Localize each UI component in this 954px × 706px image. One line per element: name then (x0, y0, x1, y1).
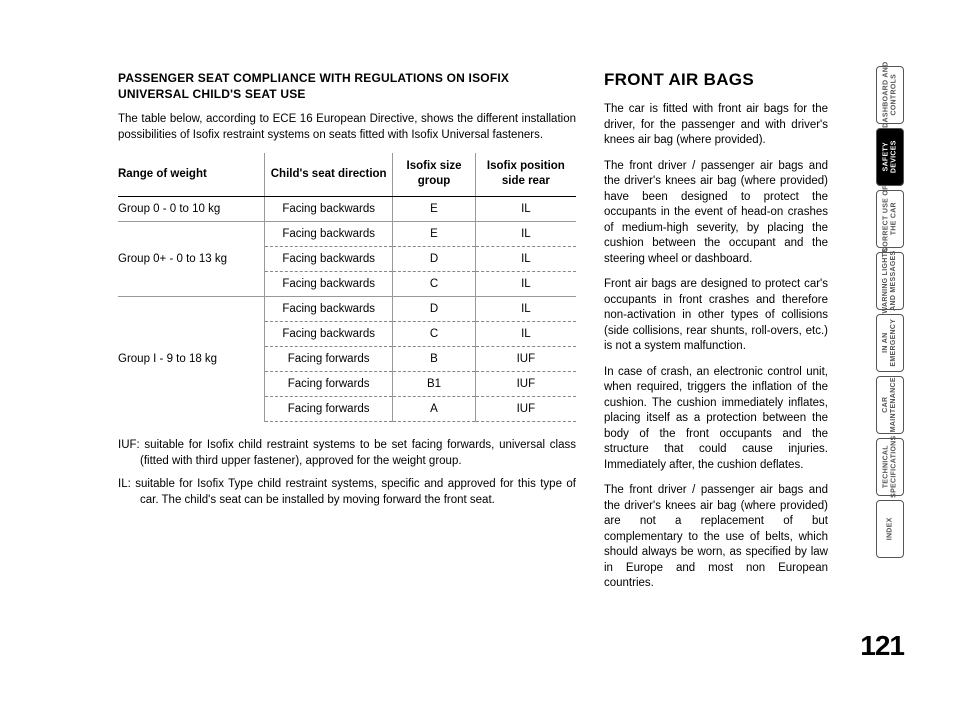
cell-direction: Facing forwards (265, 372, 393, 397)
table-header: Range of weight Child's seat direction I… (118, 153, 576, 196)
side-tab[interactable]: WARNING LIGHTSAND MESSAGES (876, 252, 904, 310)
paragraph: Front air bags are designed to protect c… (604, 277, 828, 355)
right-column: FRONT AIR BAGS The car is fitted with fr… (604, 70, 828, 660)
cell-direction: Facing forwards (265, 397, 393, 422)
cell-position: IL (475, 322, 576, 347)
cell-direction: Facing forwards (265, 347, 393, 372)
group-label: Group 0+ - 0 to 13 kg (118, 222, 265, 297)
cell-size: A (393, 397, 475, 422)
page-content: PASSENGER SEAT COMPLIANCE WITH REGULATIO… (118, 70, 828, 660)
side-tab[interactable]: INDEX (876, 500, 904, 558)
paragraph: The car is fitted with front air bags fo… (604, 102, 828, 149)
note-iuf: IUF: suitable for Isofix child restraint… (118, 438, 576, 469)
cell-size: D (393, 247, 475, 272)
paragraph: In case of crash, an electronic control … (604, 365, 828, 474)
page-number: 121 (860, 630, 904, 662)
cell-size: E (393, 222, 475, 247)
tab-label: INDEX (886, 518, 894, 541)
side-tab[interactable]: CARMAINTENANCE (876, 376, 904, 434)
cell-position: IL (475, 272, 576, 297)
paragraphs: The car is fitted with front air bags fo… (604, 102, 828, 592)
tab-label: TECHNICALSPECIFICATIONS (882, 436, 897, 498)
cell-direction: Facing backwards (265, 222, 393, 247)
tab-label: CORRECT USE OFTHE CAR (882, 186, 897, 253)
side-tabs: DASHBOARD ANDCONTROLS SAFETYDEVICES CORREC… (876, 66, 904, 562)
cell-size: D (393, 297, 475, 322)
cell-position: IUF (475, 397, 576, 422)
cell-size: C (393, 322, 475, 347)
table-row: Group 0+ - 0 to 13 kgFacing backwardsEIL (118, 222, 576, 247)
cell-position: IL (475, 247, 576, 272)
col-position: Isofix position side rear (475, 153, 576, 196)
tab-label: IN ANEMERGENCY (882, 319, 897, 367)
cell-direction: Facing backwards (265, 272, 393, 297)
cell-size: B (393, 347, 475, 372)
side-tab[interactable]: SAFETYDEVICES (876, 128, 904, 186)
section-subtitle: PASSENGER SEAT COMPLIANCE WITH REGULATIO… (118, 70, 576, 102)
side-tab[interactable]: CORRECT USE OFTHE CAR (876, 190, 904, 248)
cell-position: IL (475, 197, 576, 222)
cell-position: IUF (475, 372, 576, 397)
tab-label: CARMAINTENANCE (882, 377, 897, 432)
table-row: Group I - 9 to 18 kgFacing backwardsDIL (118, 297, 576, 322)
table-body: Group 0 - 0 to 10 kgFacing backwardsEILG… (118, 197, 576, 422)
tab-label: SAFETYDEVICES (882, 141, 897, 174)
group-label: Group I - 9 to 18 kg (118, 297, 265, 422)
table-row: Group 0 - 0 to 10 kgFacing backwardsEIL (118, 197, 576, 222)
col-size: Isofix size group (393, 153, 475, 196)
cell-direction: Facing backwards (265, 322, 393, 347)
tab-label: DASHBOARD ANDCONTROLS (882, 62, 897, 128)
col-range: Range of weight (118, 153, 265, 196)
col-direction: Child's seat direction (265, 153, 393, 196)
intro-paragraph: The table below, according to ECE 16 Eur… (118, 112, 576, 143)
cell-size: E (393, 197, 475, 222)
paragraph: The front driver / passenger air bags an… (604, 159, 828, 268)
paragraph: The front driver / passenger air bags an… (604, 483, 828, 592)
group-label: Group 0 - 0 to 10 kg (118, 197, 265, 222)
cell-position: IL (475, 297, 576, 322)
cell-size: C (393, 272, 475, 297)
isofix-table: Range of weight Child's seat direction I… (118, 153, 576, 422)
tab-label: WARNING LIGHTSAND MESSAGES (882, 248, 897, 314)
cell-position: IL (475, 222, 576, 247)
cell-direction: Facing backwards (265, 197, 393, 222)
left-column: PASSENGER SEAT COMPLIANCE WITH REGULATIO… (118, 70, 576, 660)
cell-direction: Facing backwards (265, 247, 393, 272)
side-tab[interactable]: IN ANEMERGENCY (876, 314, 904, 372)
cell-position: IUF (475, 347, 576, 372)
note-il: IL: suitable for Isofix Type child restr… (118, 477, 576, 508)
side-tab[interactable]: TECHNICALSPECIFICATIONS (876, 438, 904, 496)
section-title: FRONT AIR BAGS (604, 70, 828, 90)
cell-direction: Facing backwards (265, 297, 393, 322)
cell-size: B1 (393, 372, 475, 397)
side-tab[interactable]: DASHBOARD ANDCONTROLS (876, 66, 904, 124)
